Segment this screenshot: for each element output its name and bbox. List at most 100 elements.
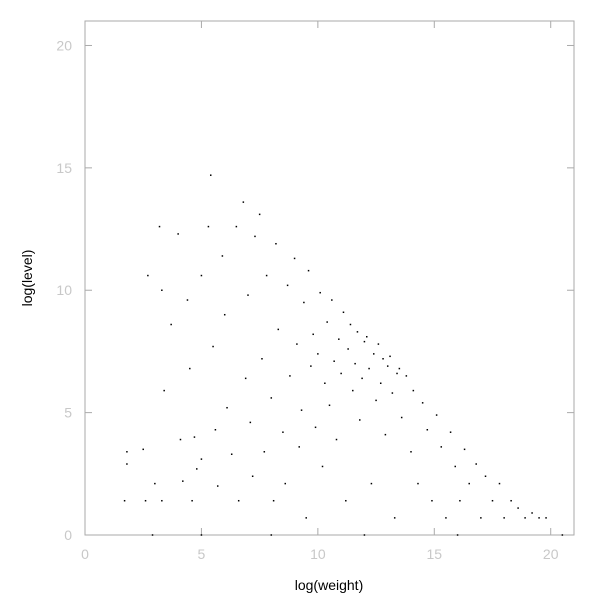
data-point [193, 436, 196, 438]
data-point [370, 482, 373, 485]
data-point [275, 242, 277, 245]
plot-frame [84, 20, 575, 536]
data-point [379, 382, 382, 384]
data-point [352, 389, 354, 392]
data-point [161, 499, 163, 502]
points-layer [123, 174, 564, 536]
data-point [440, 446, 443, 448]
data-point [405, 375, 408, 377]
data-point [270, 397, 273, 399]
data-point [261, 358, 263, 360]
data-point [421, 402, 424, 404]
data-point [277, 328, 280, 331]
data-point [293, 257, 296, 260]
data-point [354, 362, 356, 365]
data-point [368, 367, 370, 370]
data-point [200, 534, 203, 536]
data-point [359, 419, 361, 421]
data-point [391, 392, 394, 394]
data-point [177, 233, 179, 235]
data-point [235, 225, 238, 228]
data-point [372, 353, 375, 355]
data-point [517, 507, 519, 509]
data-point [363, 340, 366, 343]
data-point [398, 367, 401, 370]
data-point [196, 468, 198, 470]
data-point [324, 382, 326, 384]
data-point [272, 499, 275, 502]
data-point [158, 225, 161, 228]
x-tick-label: 5 [198, 546, 206, 562]
data-point [503, 517, 505, 519]
data-point [230, 453, 233, 455]
data-point [375, 399, 377, 402]
data-point [200, 458, 203, 460]
data-point [182, 480, 184, 482]
y-tick-label: 10 [56, 282, 72, 298]
data-point [412, 389, 415, 392]
data-point [340, 372, 342, 375]
data-point [349, 323, 352, 326]
y-tick-label: 20 [56, 37, 72, 53]
data-point [284, 482, 287, 485]
data-point [226, 406, 228, 409]
data-point [377, 343, 380, 345]
data-point [396, 372, 398, 375]
x-axis-label: log(weight) [295, 577, 363, 593]
data-point [126, 451, 128, 453]
data-point [361, 377, 363, 380]
data-point [247, 294, 249, 296]
data-point [161, 289, 163, 291]
data-point [286, 284, 289, 287]
y-tick-label: 15 [56, 160, 72, 176]
data-point [491, 499, 494, 502]
data-point [524, 517, 526, 519]
data-point [363, 534, 366, 536]
data-point [319, 291, 321, 294]
data-point [456, 534, 459, 536]
data-point [331, 299, 333, 301]
data-point [244, 377, 247, 380]
data-point [282, 431, 284, 433]
data-point [538, 517, 540, 519]
data-point [393, 517, 396, 519]
data-point [463, 448, 466, 451]
x-tick-label: 20 [543, 546, 559, 562]
data-point [307, 269, 310, 272]
data-point [382, 358, 384, 360]
data-point [265, 274, 268, 277]
data-point [531, 512, 533, 514]
data-point [314, 426, 317, 429]
data-point [321, 465, 324, 468]
data-point [151, 534, 154, 536]
data-point [449, 431, 452, 433]
data-point [254, 235, 256, 238]
x-tick-label: 15 [426, 546, 442, 562]
data-point [475, 463, 477, 465]
data-point [154, 482, 156, 485]
data-point [445, 517, 447, 519]
data-point [305, 517, 307, 519]
data-point [328, 404, 331, 407]
data-point [251, 475, 254, 478]
x-tick-label: 0 [81, 546, 89, 562]
data-point [484, 475, 487, 478]
data-point [298, 446, 300, 448]
data-point [510, 499, 512, 502]
data-point [300, 409, 303, 411]
data-point [459, 499, 461, 502]
y-axis-label: log(level) [19, 250, 35, 307]
data-point [417, 482, 419, 485]
data-point [342, 311, 345, 314]
data-point [126, 463, 128, 465]
data-point [389, 355, 391, 358]
data-point [237, 499, 240, 502]
data-point [186, 299, 189, 301]
data-point [212, 345, 214, 348]
data-point [561, 534, 564, 536]
data-point [242, 201, 245, 203]
data-point [356, 331, 359, 333]
data-point [431, 499, 433, 502]
data-point [366, 335, 368, 338]
